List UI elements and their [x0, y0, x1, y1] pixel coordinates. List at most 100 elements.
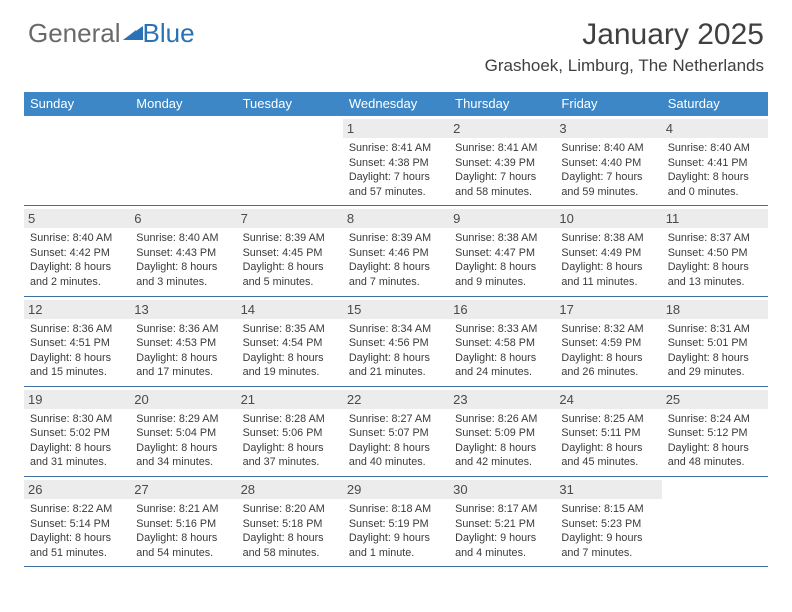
- calendar-cell: [662, 477, 768, 566]
- day-number: 1: [343, 119, 449, 138]
- day-number: 22: [343, 390, 449, 409]
- sunset-line: Sunset: 5:01 PM: [668, 336, 762, 351]
- sunset-line: Sunset: 5:23 PM: [561, 517, 655, 532]
- sunrise-line: Sunrise: 8:22 AM: [30, 502, 124, 517]
- sunset-line: Sunset: 4:50 PM: [668, 246, 762, 261]
- sunrise-line: Sunrise: 8:39 AM: [243, 231, 337, 246]
- sunset-line: Sunset: 5:06 PM: [243, 426, 337, 441]
- day-number: 31: [555, 480, 661, 499]
- daylight-line: Daylight: 8 hours and 29 minutes.: [668, 351, 762, 380]
- calendar-cell: 6 Sunrise: 8:40 AMSunset: 4:43 PMDaylight…: [130, 206, 236, 295]
- daylight-line: Daylight: 7 hours and 57 minutes.: [349, 170, 443, 199]
- sunrise-line: Sunrise: 8:37 AM: [668, 231, 762, 246]
- day-number: 6: [130, 209, 236, 228]
- daylight-line: Daylight: 8 hours and 54 minutes.: [136, 531, 230, 560]
- calendar-cell: 10Sunrise: 8:38 AMSunset: 4:49 PMDayligh…: [555, 206, 661, 295]
- calendar-cell: 26Sunrise: 8:22 AMSunset: 5:14 PMDayligh…: [24, 477, 130, 566]
- daylight-line: Daylight: 8 hours and 51 minutes.: [30, 531, 124, 560]
- calendar-cell: 2Sunrise: 8:41 AMSunset: 4:39 PMDaylight…: [449, 116, 555, 205]
- sunset-line: Sunset: 5:16 PM: [136, 517, 230, 532]
- day-number: 9: [449, 209, 555, 228]
- weekday-header: SundayMondayTuesdayWednesdayThursdayFrid…: [24, 92, 768, 116]
- sunrise-line: Sunrise: 8:28 AM: [243, 412, 337, 427]
- calendar-cell: 21 Sunrise: 8:28 AMSunset: 5:06 PMDayligh…: [237, 387, 343, 476]
- day-number: 11: [662, 209, 768, 228]
- sunrise-line: Sunrise: 8:40 AM: [30, 231, 124, 246]
- sunset-line: Sunset: 4:45 PM: [243, 246, 337, 261]
- sunset-line: Sunset: 5:04 PM: [136, 426, 230, 441]
- day-number: 3: [555, 119, 661, 138]
- sunset-line: Sunset: 4:40 PM: [561, 156, 655, 171]
- sunrise-line: Sunrise: 8:36 AM: [136, 322, 230, 337]
- weekday-label: Saturday: [662, 92, 768, 116]
- day-number: 23: [449, 390, 555, 409]
- calendar-week: 19Sunrise: 8:30 AMSunset: 5:02 PMDayligh…: [24, 387, 768, 477]
- sunrise-line: Sunrise: 8:38 AM: [455, 231, 549, 246]
- sunset-line: Sunset: 5:02 PM: [30, 426, 124, 441]
- sunrise-line: Sunrise: 8:39 AM: [349, 231, 443, 246]
- sunrise-line: Sunrise: 8:27 AM: [349, 412, 443, 427]
- day-number: 30: [449, 480, 555, 499]
- sunset-line: Sunset: 4:46 PM: [349, 246, 443, 261]
- brand-text-2: Blue: [143, 18, 195, 49]
- daylight-line: Daylight: 8 hours and 0 minutes.: [668, 170, 762, 199]
- sunset-line: Sunset: 4:51 PM: [30, 336, 124, 351]
- calendar-cell: 24Sunrise: 8:25 AMSunset: 5:11 PMDayligh…: [555, 387, 661, 476]
- sunrise-line: Sunrise: 8:24 AM: [668, 412, 762, 427]
- weekday-label: Friday: [555, 92, 661, 116]
- sunrise-line: Sunrise: 8:21 AM: [136, 502, 230, 517]
- calendar-cell: 14Sunrise: 8:35 AMSunset: 4:54 PMDayligh…: [237, 297, 343, 386]
- daylight-line: Daylight: 8 hours and 19 minutes.: [243, 351, 337, 380]
- calendar-cell: 27Sunrise: 8:21 AMSunset: 5:16 PMDayligh…: [130, 477, 236, 566]
- sunset-line: Sunset: 4:49 PM: [561, 246, 655, 261]
- daylight-line: Daylight: 8 hours and 21 minutes.: [349, 351, 443, 380]
- calendar-cell: 30Sunrise: 8:17 AMSunset: 5:21 PMDayligh…: [449, 477, 555, 566]
- sunrise-line: Sunrise: 8:15 AM: [561, 502, 655, 517]
- day-number: 26: [24, 480, 130, 499]
- sunset-line: Sunset: 4:58 PM: [455, 336, 549, 351]
- sunset-line: Sunset: 4:56 PM: [349, 336, 443, 351]
- sunrise-line: Sunrise: 8:33 AM: [455, 322, 549, 337]
- sunset-line: Sunset: 4:54 PM: [243, 336, 337, 351]
- page-title: January 2025: [485, 18, 764, 52]
- daylight-line: Daylight: 8 hours and 5 minutes.: [243, 260, 337, 289]
- day-number: 28: [237, 480, 343, 499]
- calendar-week: 5Sunrise: 8:40 AMSunset: 4:42 PMDaylight…: [24, 206, 768, 296]
- calendar-cell: 23Sunrise: 8:26 AMSunset: 5:09 PMDayligh…: [449, 387, 555, 476]
- daylight-line: Daylight: 8 hours and 37 minutes.: [243, 441, 337, 470]
- calendar-week: 1Sunrise: 8:41 AMSunset: 4:38 PMDaylight…: [24, 116, 768, 206]
- weekday-label: Wednesday: [343, 92, 449, 116]
- sunset-line: Sunset: 4:59 PM: [561, 336, 655, 351]
- sunrise-line: Sunrise: 8:29 AM: [136, 412, 230, 427]
- calendar-cell: 12Sunrise: 8:36 AMSunset: 4:51 PMDayligh…: [24, 297, 130, 386]
- weekday-label: Tuesday: [237, 92, 343, 116]
- daylight-line: Daylight: 8 hours and 45 minutes.: [561, 441, 655, 470]
- calendar-cell: 15Sunrise: 8:34 AMSunset: 4:56 PMDayligh…: [343, 297, 449, 386]
- day-number: 21: [237, 390, 343, 409]
- calendar-cell: 16Sunrise: 8:33 AMSunset: 4:58 PMDayligh…: [449, 297, 555, 386]
- daylight-line: Daylight: 8 hours and 7 minutes.: [349, 260, 443, 289]
- sunrise-line: Sunrise: 8:40 AM: [136, 231, 230, 246]
- brand-triangle-icon: [123, 24, 143, 42]
- daylight-line: Daylight: 8 hours and 15 minutes.: [30, 351, 124, 380]
- page-header: General Blue January 2025 Grashoek, Limb…: [0, 0, 792, 82]
- day-number: 4: [662, 119, 768, 138]
- calendar-cell: 25Sunrise: 8:24 AMSunset: 5:12 PMDayligh…: [662, 387, 768, 476]
- sunset-line: Sunset: 5:19 PM: [349, 517, 443, 532]
- sunrise-line: Sunrise: 8:34 AM: [349, 322, 443, 337]
- sunset-line: Sunset: 4:43 PM: [136, 246, 230, 261]
- calendar-cell: [24, 116, 130, 205]
- daylight-line: Daylight: 8 hours and 13 minutes.: [668, 260, 762, 289]
- day-number: 25: [662, 390, 768, 409]
- calendar-cell: 4Sunrise: 8:40 AMSunset: 4:41 PMDaylight…: [662, 116, 768, 205]
- sunset-line: Sunset: 5:18 PM: [243, 517, 337, 532]
- sunrise-line: Sunrise: 8:40 AM: [561, 141, 655, 156]
- daylight-line: Daylight: 8 hours and 58 minutes.: [243, 531, 337, 560]
- sunrise-line: Sunrise: 8:40 AM: [668, 141, 762, 156]
- daylight-line: Daylight: 8 hours and 3 minutes.: [136, 260, 230, 289]
- day-number: 5: [24, 209, 130, 228]
- daylight-line: Daylight: 8 hours and 40 minutes.: [349, 441, 443, 470]
- sunrise-line: Sunrise: 8:41 AM: [455, 141, 549, 156]
- calendar-cell: 18Sunrise: 8:31 AMSunset: 5:01 PMDayligh…: [662, 297, 768, 386]
- day-number: 29: [343, 480, 449, 499]
